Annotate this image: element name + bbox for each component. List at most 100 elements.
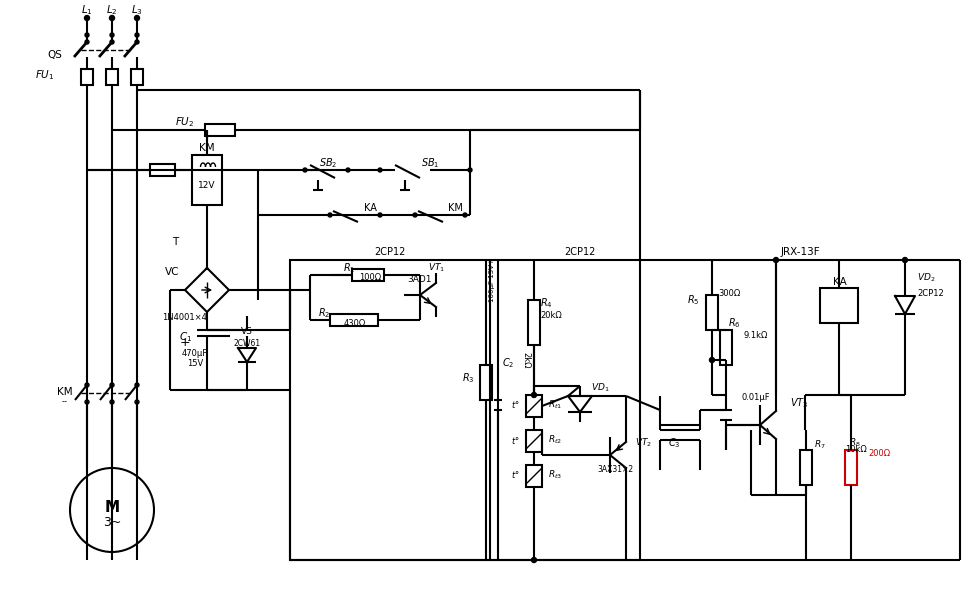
Text: $R_4$: $R_4$: [540, 296, 553, 310]
Text: T: T: [172, 237, 178, 247]
Bar: [352, 269, 384, 281]
Text: $R_{t1}$: $R_{t1}$: [548, 399, 562, 411]
Text: $R_7$: $R_7$: [814, 439, 826, 451]
Circle shape: [328, 213, 332, 217]
Text: --: --: [62, 398, 68, 406]
Circle shape: [378, 213, 382, 217]
Text: 3AD1: 3AD1: [407, 275, 432, 284]
Text: 100μF 15V+: 100μF 15V+: [489, 258, 495, 302]
Text: $L_3$: $L_3$: [131, 3, 143, 17]
Circle shape: [85, 40, 89, 44]
Bar: [820, 288, 858, 323]
Circle shape: [468, 168, 472, 172]
Bar: [720, 330, 732, 365]
Text: $C_3$: $C_3$: [668, 436, 681, 450]
Circle shape: [110, 40, 114, 44]
Bar: [330, 314, 378, 326]
Circle shape: [135, 40, 139, 44]
Text: 2kΩ: 2kΩ: [522, 352, 531, 368]
Bar: [845, 450, 857, 485]
Bar: [526, 465, 542, 487]
Text: $SB_2$: $SB_2$: [319, 156, 337, 170]
Text: $t°$: $t°$: [511, 399, 520, 411]
Bar: [81, 69, 93, 85]
Text: 15V: 15V: [187, 359, 203, 368]
Bar: [106, 69, 118, 85]
Text: $FU_1$: $FU_1$: [35, 68, 55, 82]
Text: 2CP12: 2CP12: [374, 247, 405, 257]
Circle shape: [85, 33, 89, 37]
Text: KA: KA: [363, 203, 376, 213]
Text: $R_5$: $R_5$: [688, 293, 700, 307]
Bar: [480, 365, 492, 400]
Text: KM: KM: [447, 203, 462, 213]
Text: $C_1$: $C_1$: [179, 330, 192, 344]
Circle shape: [109, 15, 114, 20]
Circle shape: [110, 383, 114, 387]
Circle shape: [463, 213, 467, 217]
Circle shape: [709, 358, 714, 362]
Bar: [290, 260, 640, 560]
Circle shape: [774, 257, 779, 262]
Text: KA: KA: [833, 277, 847, 287]
Circle shape: [70, 468, 154, 552]
Text: 2CP12: 2CP12: [565, 247, 596, 257]
Circle shape: [110, 400, 114, 404]
Bar: [131, 69, 143, 85]
Circle shape: [378, 168, 382, 172]
Text: $R_{t3}$: $R_{t3}$: [548, 468, 562, 481]
Text: $SB_1$: $SB_1$: [421, 156, 440, 170]
Text: 20kΩ: 20kΩ: [540, 311, 562, 319]
Text: $R_1$: $R_1$: [343, 261, 355, 275]
Text: 3AX31×2: 3AX31×2: [597, 465, 633, 474]
Text: 1N4001×4: 1N4001×4: [162, 313, 207, 322]
Bar: [205, 124, 235, 136]
Text: 2CW61: 2CW61: [234, 339, 261, 347]
Text: $L_1$: $L_1$: [81, 3, 93, 17]
Text: $R_3$: $R_3$: [462, 371, 475, 385]
Bar: [706, 295, 718, 330]
Text: $t°$: $t°$: [511, 470, 520, 480]
Text: $FU_2$: $FU_2$: [175, 115, 194, 129]
Text: $VD_1$: $VD_1$: [591, 382, 610, 394]
Circle shape: [135, 400, 139, 404]
Bar: [800, 450, 812, 485]
Text: M: M: [105, 501, 119, 516]
Text: 430Ω: 430Ω: [344, 318, 366, 327]
Bar: [526, 430, 542, 452]
Text: $VT_3$: $VT_3$: [790, 396, 808, 410]
Text: 12V: 12V: [198, 181, 216, 190]
Text: $VD_2$: $VD_2$: [917, 272, 936, 284]
Text: 0.01μF: 0.01μF: [742, 393, 771, 402]
Circle shape: [110, 33, 114, 37]
Circle shape: [903, 257, 908, 262]
Text: $VT_1$: $VT_1$: [429, 262, 446, 274]
Text: JRX-13F: JRX-13F: [781, 247, 820, 257]
Text: KM: KM: [199, 143, 215, 153]
Text: $R_2$: $R_2$: [318, 306, 330, 320]
Text: $R_8$: $R_8$: [849, 437, 861, 449]
Text: $L_2$: $L_2$: [106, 3, 118, 17]
Text: 2CP12: 2CP12: [917, 288, 944, 297]
Text: 300Ω: 300Ω: [718, 288, 741, 297]
Circle shape: [85, 383, 89, 387]
Text: $VT_2$: $VT_2$: [635, 437, 652, 449]
Bar: [192, 155, 222, 205]
Bar: [528, 300, 540, 345]
Circle shape: [84, 15, 90, 20]
Bar: [150, 164, 175, 176]
Text: $t°$: $t°$: [511, 434, 520, 445]
Circle shape: [135, 33, 139, 37]
Bar: [526, 395, 542, 417]
Circle shape: [85, 400, 89, 404]
Text: $C_2$: $C_2$: [502, 356, 514, 370]
Circle shape: [135, 15, 140, 20]
Text: +: +: [180, 337, 191, 349]
Text: 3~: 3~: [103, 516, 121, 529]
Circle shape: [531, 393, 536, 398]
Circle shape: [303, 168, 307, 172]
Text: 10kΩ: 10kΩ: [845, 445, 867, 455]
Text: KM: KM: [58, 387, 73, 397]
Text: VC: VC: [165, 267, 179, 277]
Text: 9.1kΩ: 9.1kΩ: [744, 331, 768, 340]
